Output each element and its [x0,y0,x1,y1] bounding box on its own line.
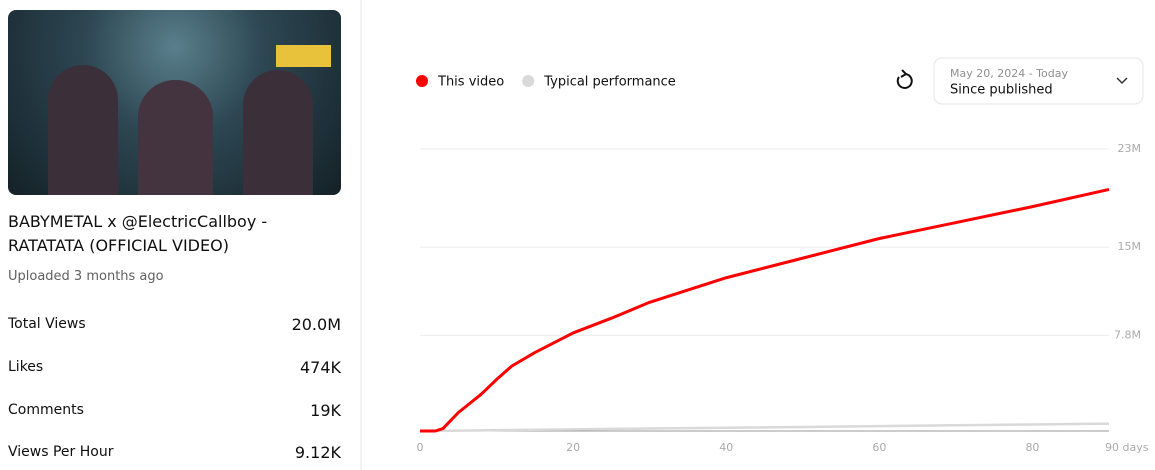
stat-label: Total Views [8,316,86,332]
stat-value: 9.12K [294,442,341,462]
legend-label: This video [437,75,504,90]
x-tick-label: 40 [719,441,733,454]
date-label: Since published [950,83,1053,98]
x-tick-label: 80 [1025,441,1039,454]
figure [48,65,118,195]
legend-marker [522,75,535,87]
stat-row: Total Views 20.0M [8,312,341,336]
refresh-button[interactable] [896,69,913,89]
series-line [419,422,1110,433]
stat-label: Comments [8,402,84,418]
series-line [420,187,1110,433]
stat-value: 474K [299,357,341,377]
legend-marker [416,75,428,87]
x-tick-label: 20 [566,441,580,454]
stat-label: Views Per Hour [8,444,114,460]
logo [276,45,331,67]
y-tick-label: 7.8M [1114,328,1141,341]
upload-date: Uploaded 3 months ago [8,269,164,284]
figure [243,70,313,195]
date-range: May 20, 2024 - Today [950,67,1068,80]
x-tick-label: 60 [872,441,886,454]
date-picker[interactable] [933,57,1144,105]
stat-value: 20.0M [291,314,341,334]
stat-label: Likes [8,359,44,375]
figure [138,80,213,195]
stat-value: 19K [310,400,341,420]
x-tick-label: 90 days [1105,441,1149,454]
x-tick-label: 0 [417,441,424,454]
video-title: BABYMETAL x @ElectricCallboy - RATATATA … [8,212,268,255]
y-tick-label: 23M [1118,142,1142,155]
stat-row: Comments 19K [8,398,341,422]
legend-label: Typical performance [543,75,676,90]
video-thumbnail[interactable] [8,10,341,195]
stat-row: Likes 474K [8,355,341,379]
y-tick-label: 15M [1118,240,1142,253]
stat-row: Views Per Hour 9.12K [8,440,341,464]
chevron [1116,77,1128,85]
